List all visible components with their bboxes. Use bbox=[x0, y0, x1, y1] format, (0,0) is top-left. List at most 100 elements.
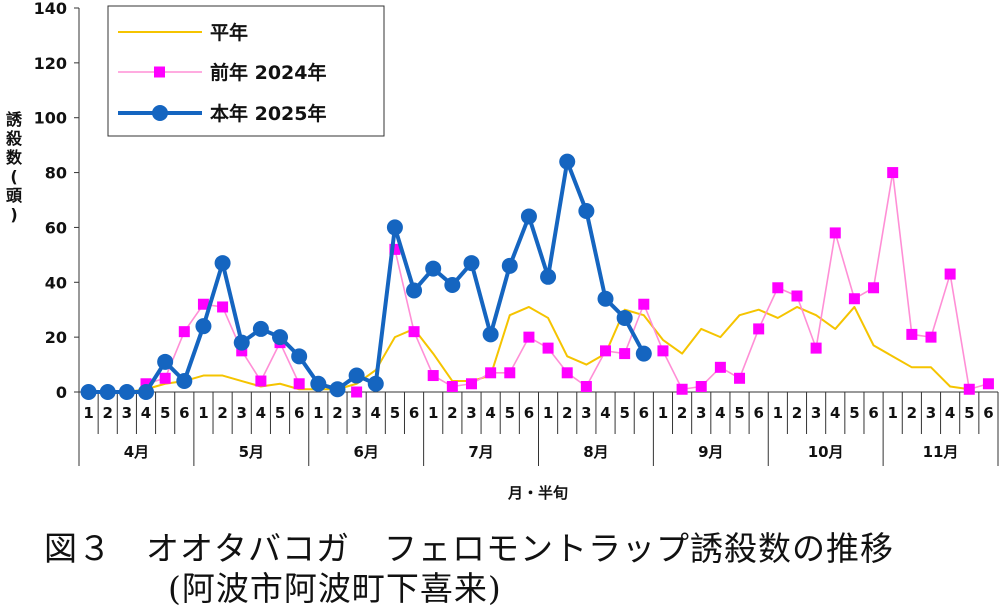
data-point bbox=[616, 309, 633, 326]
y-axis-label: 誘殺数(頭) bbox=[5, 110, 23, 224]
data-point bbox=[310, 375, 327, 392]
x-tick-label: 5 bbox=[734, 404, 744, 422]
series-0 bbox=[88, 305, 970, 393]
data-point bbox=[501, 257, 518, 274]
x-tick-label: 5 bbox=[505, 404, 515, 422]
data-point bbox=[255, 375, 267, 387]
month-label: 11月 bbox=[923, 443, 959, 461]
x-tick-label: 4 bbox=[485, 404, 495, 422]
data-point bbox=[925, 331, 937, 343]
y-axis-label-char: ( bbox=[10, 167, 17, 186]
x-tick-label: 5 bbox=[849, 404, 859, 422]
data-point bbox=[635, 345, 652, 362]
month-label: 8月 bbox=[583, 443, 608, 461]
month-label: 6月 bbox=[353, 443, 378, 461]
data-point bbox=[178, 326, 190, 338]
x-tick-label: 1 bbox=[313, 404, 323, 422]
legend-swatch-marker bbox=[152, 105, 168, 121]
data-point bbox=[542, 342, 554, 354]
data-point bbox=[504, 367, 516, 379]
y-axis-label-char: 頭 bbox=[6, 186, 23, 205]
x-axis-label: 月・半旬 bbox=[507, 484, 568, 502]
data-point bbox=[944, 268, 956, 280]
y-tick-label: 140 bbox=[34, 0, 67, 18]
data-point bbox=[406, 282, 423, 299]
data-point bbox=[217, 301, 229, 313]
y-axis-label-char: 殺 bbox=[5, 129, 23, 148]
data-point bbox=[559, 153, 576, 170]
y-axis: 0 20 40 60 80 100 120 140 bbox=[34, 0, 80, 402]
data-point bbox=[676, 383, 688, 395]
data-point bbox=[714, 361, 726, 373]
y-tick-label: 120 bbox=[34, 54, 67, 73]
data-point bbox=[638, 298, 650, 310]
data-point bbox=[772, 282, 784, 294]
data-point bbox=[848, 293, 860, 305]
x-tick-label: 2 bbox=[907, 404, 917, 422]
x-tick-label: 3 bbox=[581, 404, 591, 422]
data-point bbox=[389, 243, 401, 255]
x-tick-label: 6 bbox=[753, 404, 763, 422]
month-label: 10月 bbox=[808, 443, 844, 461]
legend-swatch-marker bbox=[154, 66, 165, 78]
figure-caption-subtitle: (阿波市阿波町下喜来) bbox=[168, 569, 502, 608]
x-tick-label: 2 bbox=[562, 404, 572, 422]
data-point bbox=[906, 328, 918, 340]
series-line bbox=[88, 305, 970, 393]
x-tick-label: 1 bbox=[887, 404, 897, 422]
data-point bbox=[963, 383, 975, 395]
data-point bbox=[408, 326, 420, 338]
x-tick-label: 2 bbox=[103, 404, 113, 422]
data-point bbox=[291, 348, 308, 365]
data-point bbox=[233, 334, 250, 351]
data-point bbox=[214, 255, 231, 272]
data-point bbox=[272, 329, 289, 346]
data-point bbox=[197, 298, 209, 310]
x-tick-label: 2 bbox=[447, 404, 457, 422]
data-point bbox=[140, 378, 152, 390]
x-tick-label: 3 bbox=[466, 404, 476, 422]
x-tick-label: 3 bbox=[351, 404, 361, 422]
x-tick-label: 1 bbox=[658, 404, 668, 422]
x-tick-label: 1 bbox=[83, 404, 93, 422]
x-tick-label: 1 bbox=[773, 404, 783, 422]
x-tick-label: 2 bbox=[792, 404, 802, 422]
y-tick-label: 80 bbox=[45, 164, 67, 183]
x-tick-label: 2 bbox=[217, 404, 227, 422]
series-1 bbox=[140, 167, 994, 398]
data-point bbox=[657, 345, 669, 357]
data-point bbox=[887, 167, 899, 179]
data-point bbox=[176, 373, 193, 390]
data-point bbox=[386, 219, 403, 236]
x-tick-label: 4 bbox=[715, 404, 725, 422]
data-point bbox=[351, 386, 363, 398]
data-point bbox=[348, 367, 365, 384]
data-point bbox=[138, 384, 155, 400]
x-tick-label: 3 bbox=[696, 404, 706, 422]
series-2 bbox=[80, 153, 652, 400]
y-axis-label-char: ) bbox=[10, 205, 17, 224]
data-point bbox=[425, 260, 442, 277]
series-layer bbox=[80, 153, 994, 400]
data-point bbox=[829, 227, 841, 239]
data-point bbox=[367, 375, 384, 392]
data-point bbox=[597, 290, 614, 307]
y-tick-label: 100 bbox=[34, 109, 67, 128]
x-tick-label: 6 bbox=[179, 404, 189, 422]
x-tick-label: 5 bbox=[964, 404, 974, 422]
x-tick-label: 6 bbox=[639, 404, 649, 422]
data-point bbox=[868, 282, 880, 294]
x-tick-label: 2 bbox=[677, 404, 687, 422]
data-point bbox=[236, 345, 248, 357]
x-tick-label: 3 bbox=[926, 404, 936, 422]
data-point bbox=[600, 345, 612, 357]
data-point bbox=[520, 208, 537, 225]
x-tick-label: 5 bbox=[390, 404, 400, 422]
data-point bbox=[540, 268, 557, 285]
x-tick-label: 4 bbox=[371, 404, 381, 422]
x-tick-label: 4 bbox=[600, 404, 610, 422]
x-tick-label: 1 bbox=[428, 404, 438, 422]
y-tick-label: 60 bbox=[45, 218, 67, 237]
data-point bbox=[578, 202, 595, 219]
